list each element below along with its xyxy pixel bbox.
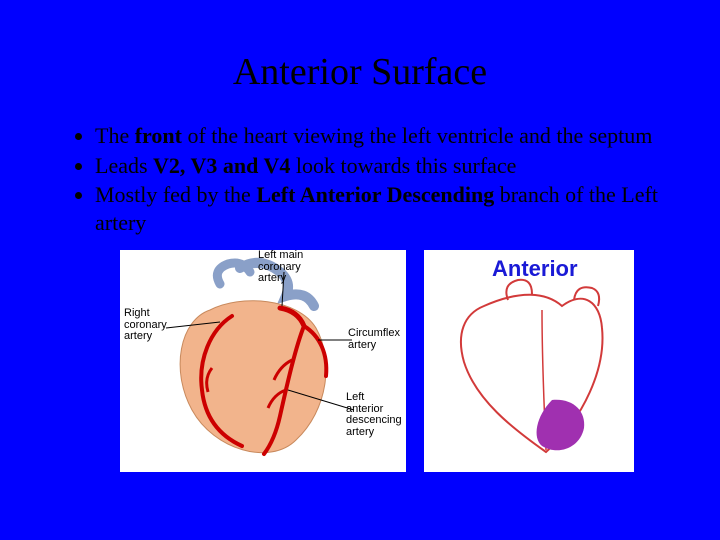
bullet-text: The <box>95 123 135 148</box>
bullet-text: look towards this surface <box>290 153 516 178</box>
label-right-coronary: Rightcoronaryartery <box>124 308 170 343</box>
bullet-bold: Left Anterior Descending <box>256 182 494 207</box>
bullet-list: The front of the heart viewing the left … <box>40 122 680 236</box>
figure-row: Rightcoronaryartery Left maincoronaryart… <box>40 250 680 472</box>
bullet-item: The front of the heart viewing the left … <box>95 122 680 150</box>
figure-coronary-anatomy: Rightcoronaryartery Left maincoronaryart… <box>120 250 406 472</box>
anterior-svg <box>424 250 634 472</box>
bullet-text: Leads <box>95 153 153 178</box>
bullet-item: Leads V2, V3 and V4 look towards this su… <box>95 152 680 180</box>
label-lad: Leftanteriordescencingartery <box>346 392 406 438</box>
figure2-title: Anterior <box>492 256 578 282</box>
bullet-bold: V2, V3 and V4 <box>153 153 290 178</box>
bullet-item: Mostly fed by the Left Anterior Descendi… <box>95 181 680 236</box>
bullet-text: Mostly fed by the <box>95 182 256 207</box>
label-left-main: Left maincoronaryartery <box>258 250 318 285</box>
bullet-text: of the heart viewing the left ventricle … <box>182 123 652 148</box>
bullet-bold: front <box>135 123 182 148</box>
label-circumflex: Circumflexartery <box>348 328 404 351</box>
slide-title: Anterior Surface <box>40 50 680 94</box>
figure-anterior-region: Anterior <box>424 250 634 472</box>
